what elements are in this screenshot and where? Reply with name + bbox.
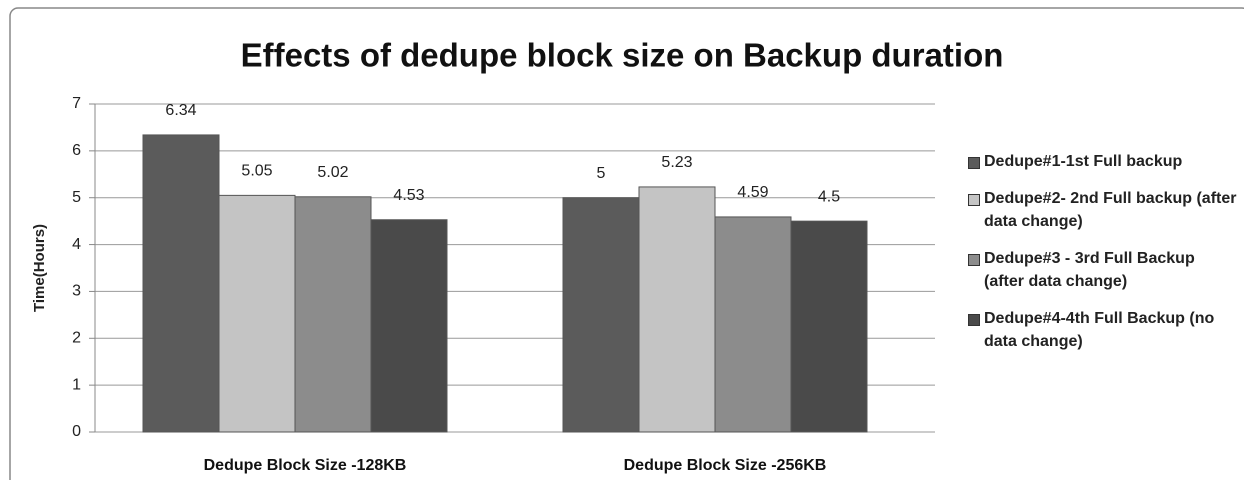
bar: [790, 220, 868, 433]
y-tick-label: 4: [72, 236, 81, 253]
legend-swatch: [968, 254, 980, 266]
legend-item: Dedupe#4-4th Full Backup (no data change…: [968, 307, 1238, 353]
data-label: 4.53: [393, 187, 424, 204]
legend-label: Dedupe#1-1st Full backup: [984, 153, 1183, 170]
data-label: 5.05: [241, 163, 272, 180]
legend-label: Dedupe#3 - 3rd Full Backup (after data c…: [984, 250, 1195, 290]
data-label: 6.34: [165, 102, 196, 119]
legend-item: Dedupe#2- 2nd Full backup (after data ch…: [968, 187, 1238, 233]
data-label: 5.23: [661, 154, 692, 171]
legend-label: Dedupe#4-4th Full Backup (no data change…: [984, 310, 1215, 350]
data-label: 5: [597, 165, 606, 182]
data-label: 4.59: [737, 184, 768, 201]
bar: [218, 194, 296, 433]
y-tick-label: 1: [72, 376, 81, 393]
legend-item: Dedupe#1-1st Full backup: [968, 150, 1238, 173]
bar: [562, 197, 640, 433]
data-label: 5.02: [317, 164, 348, 181]
chart-border: [9, 7, 1244, 480]
x-tick-label: Dedupe Block Size -256KB: [624, 457, 827, 474]
legend-swatch: [968, 314, 980, 326]
x-tick-label: Dedupe Block Size -128KB: [204, 457, 407, 474]
bar: [294, 196, 372, 433]
bar: [714, 216, 792, 433]
legend-label: Dedupe#2- 2nd Full backup (after data ch…: [984, 190, 1237, 230]
y-tick-label: 5: [72, 189, 81, 206]
legend-swatch: [968, 157, 980, 169]
bar: [370, 219, 448, 433]
data-label: 4.5: [818, 188, 840, 205]
y-tick-label: 2: [72, 330, 81, 347]
chart-title: Effects of dedupe block size on Backup d…: [241, 37, 1004, 74]
bar: [638, 186, 716, 433]
legend-swatch: [968, 194, 980, 206]
legend-item: Dedupe#3 - 3rd Full Backup (after data c…: [968, 247, 1238, 293]
y-tick-label: 0: [72, 423, 81, 440]
legend: Dedupe#1-1st Full backup Dedupe#2- 2nd Fu…: [968, 150, 1238, 367]
y-tick-label: 3: [72, 283, 81, 300]
y-tick-label: 7: [72, 95, 81, 112]
bar: [142, 134, 220, 433]
y-tick-label: 6: [72, 142, 81, 159]
y-axis-label: Time(Hours): [31, 224, 48, 312]
